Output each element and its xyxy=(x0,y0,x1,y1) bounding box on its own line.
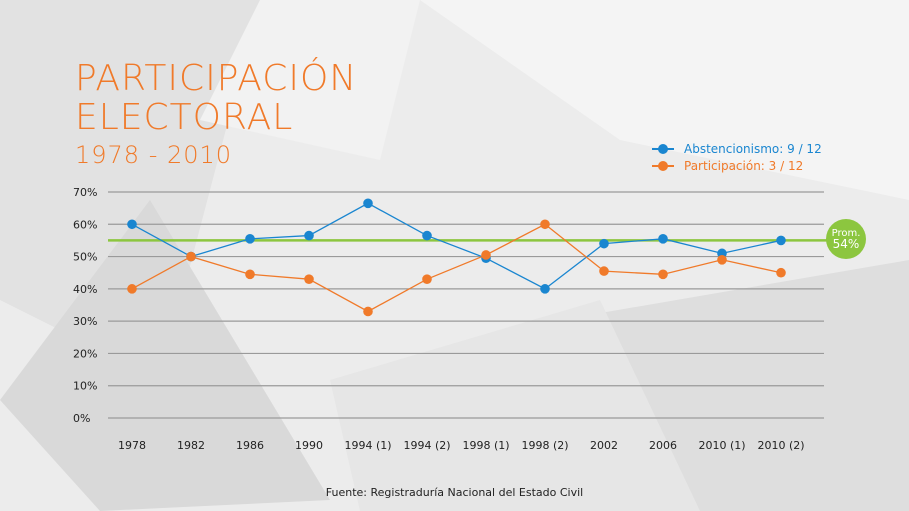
legend-marker-icon xyxy=(652,161,674,171)
data-point xyxy=(422,274,432,284)
chart-title: PARTICIPACIÓN xyxy=(75,58,358,99)
y-tick-label: 70% xyxy=(73,186,97,199)
x-tick-label: 1998 (1) xyxy=(462,439,509,452)
x-tick-label: 2002 xyxy=(590,439,618,452)
chart-title-line2: ELECTORAL xyxy=(75,97,294,138)
y-tick-label: 10% xyxy=(73,380,97,393)
data-point xyxy=(540,219,550,230)
y-tick-label: 20% xyxy=(73,347,97,360)
x-tick-label: 1994 (2) xyxy=(403,439,450,452)
x-tick-label: 2010 (1) xyxy=(698,439,745,452)
data-point xyxy=(776,235,786,246)
x-tick-label: 1994 (1) xyxy=(344,439,391,452)
data-point xyxy=(422,230,432,241)
data-point xyxy=(776,267,786,278)
data-point xyxy=(245,269,255,280)
x-tick-label: 1990 xyxy=(295,439,323,452)
y-tick-label: 0% xyxy=(73,412,90,425)
data-point xyxy=(186,251,196,262)
x-tick-label: 2006 xyxy=(649,439,677,452)
x-tick-label: 1998 (2) xyxy=(521,439,568,452)
data-point xyxy=(717,254,727,265)
data-point xyxy=(363,306,373,317)
data-point xyxy=(304,274,314,284)
series-line-abstencionismo xyxy=(131,202,782,290)
legend-item-abstencionismo: Abstencionismo: 9 / 12 xyxy=(652,142,822,156)
y-tick-label: 50% xyxy=(73,251,97,264)
data-point xyxy=(245,234,255,244)
data-point xyxy=(599,266,609,276)
data-point xyxy=(304,230,314,241)
y-tick-label: 30% xyxy=(73,315,97,328)
legend-label: Participación: 3 / 12 xyxy=(684,159,804,173)
data-point xyxy=(658,269,668,280)
legend-item-participacion: Participación: 3 / 12 xyxy=(652,159,803,173)
y-tick-label: 60% xyxy=(73,218,97,231)
source-note: Fuente: Registraduría Nacional del Estad… xyxy=(325,486,584,499)
average-badge: Prom. 54% xyxy=(826,219,866,259)
data-point xyxy=(363,198,373,209)
legend-marker-icon xyxy=(652,144,674,154)
x-tick-label: 1986 xyxy=(236,439,264,452)
data-point xyxy=(658,234,668,244)
average-label: Prom. xyxy=(831,228,861,239)
data-point xyxy=(127,219,137,230)
average-value: 54% xyxy=(832,237,860,251)
data-point xyxy=(540,284,550,294)
data-point xyxy=(481,250,491,260)
legend-label: Abstencionismo: 9 / 12 xyxy=(684,142,822,156)
x-tick-label: 1978 xyxy=(118,439,146,452)
data-point xyxy=(599,238,609,249)
data-point xyxy=(127,284,137,294)
x-tick-label: 1982 xyxy=(177,439,205,452)
y-tick-label: 40% xyxy=(73,283,97,296)
series-line-participacion xyxy=(131,223,782,313)
chart-subtitle: 1978 - 2010 xyxy=(75,141,233,169)
x-tick-label: 2010 (2) xyxy=(757,439,804,452)
